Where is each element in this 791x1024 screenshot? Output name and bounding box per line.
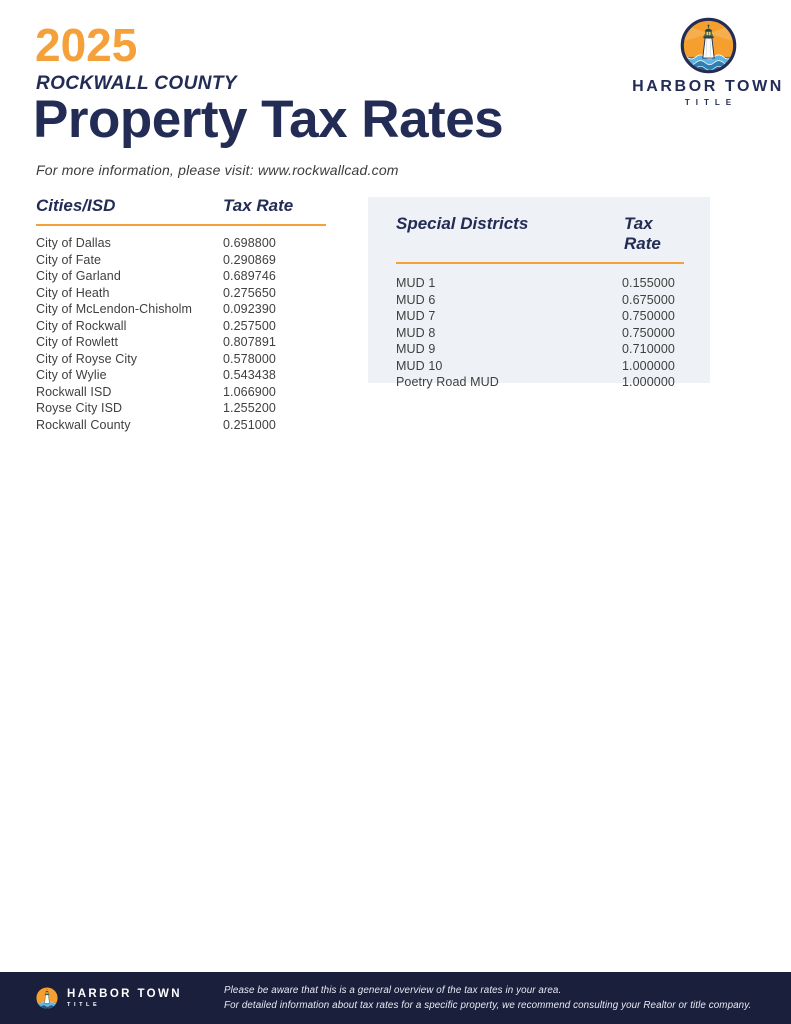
row-label: Rockwall County (36, 417, 131, 432)
row-rate: 1.000000 (622, 358, 675, 373)
row-rate: 0.092390 (223, 302, 276, 316)
districts-table-header: Special Districts Tax Rate (396, 214, 684, 254)
districts-table-body: MUD 1 0.155000 MUD 6 0.675000 MUD 7 0.75… (396, 275, 684, 391)
row-label: MUD 6 (396, 292, 436, 307)
row-label: City of Fate (36, 252, 102, 267)
table-row: City of Rockwall 0.257500 (36, 318, 326, 335)
row-rate: 0.675000 (622, 292, 675, 307)
page-title: Property Tax Rates (33, 90, 504, 149)
cities-header-label: Cities/ISD (36, 196, 116, 215)
table-row: MUD 7 0.750000 (396, 308, 684, 325)
county-heading: ROCKWALL COUNTY (36, 73, 237, 94)
cities-header-rate: Tax Rate (223, 196, 294, 215)
table-row: City of Dallas 0.698800 (36, 235, 326, 252)
table-row: MUD 10 1.000000 (396, 358, 684, 375)
table-row: City of Wylie 0.543438 (36, 367, 326, 384)
row-rate: 0.543438 (223, 368, 276, 382)
row-rate: 1.255200 (223, 401, 276, 415)
row-rate: 1.066900 (223, 384, 276, 399)
footer-brand-text: HARBOR TOWN TITLE (67, 988, 182, 1008)
table-row: Royse City ISD 1.255200 (36, 400, 326, 417)
row-label: City of Royse City (36, 351, 138, 366)
lighthouse-icon (35, 986, 59, 1010)
row-label: City of McLendon-Chisholm (36, 302, 193, 316)
row-label: Royse City ISD (36, 401, 123, 415)
table-row: City of Rowlett 0.807891 (36, 334, 326, 351)
row-label: MUD 7 (396, 309, 436, 323)
footer-logo: HARBOR TOWN TITLE (35, 986, 182, 1010)
row-label: City of Heath (36, 285, 110, 300)
row-label: City of Wylie (36, 368, 107, 382)
row-rate: 0.257500 (223, 318, 276, 333)
cities-table: Cities/ISD Tax Rate City of Dallas 0.698… (36, 196, 326, 433)
orange-divider (396, 262, 684, 264)
footer-disclaimer: Please be aware that this is a general o… (224, 983, 751, 1013)
row-rate: 0.155000 (622, 276, 675, 290)
harbor-town-logo: HARBOR TOWN TITLE (632, 17, 781, 107)
row-label: City of Dallas (36, 236, 112, 250)
table-row: MUD 1 0.155000 (396, 275, 684, 292)
orange-divider (36, 224, 326, 226)
row-label: MUD 1 (396, 276, 436, 290)
info-line: For more information, please visit: www.… (36, 162, 399, 178)
cities-table-body: City of Dallas 0.698800 City of Fate 0.2… (36, 235, 326, 433)
footer-brand-name: HARBOR TOWN (67, 988, 182, 1000)
row-rate: 0.750000 (622, 325, 675, 340)
table-row: City of Royse City 0.578000 (36, 351, 326, 368)
row-label: MUD 10 (396, 358, 443, 373)
table-row: Rockwall County 0.251000 (36, 417, 326, 434)
row-rate: 0.710000 (622, 342, 675, 356)
row-rate: 0.807891 (223, 335, 276, 349)
row-rate: 0.689746 (223, 269, 276, 283)
row-rate: 0.251000 (223, 417, 276, 432)
row-rate: 0.698800 (223, 236, 276, 250)
disclaimer-line-1: Please be aware that this is a general o… (224, 985, 562, 996)
row-rate: 0.750000 (622, 309, 675, 323)
districts-header-rate: Tax Rate (624, 214, 661, 253)
table-row: MUD 6 0.675000 (396, 292, 684, 309)
table-row: Rockwall ISD 1.066900 (36, 384, 326, 401)
row-label: MUD 8 (396, 325, 436, 340)
footer-brand-subtitle: TITLE (67, 1002, 101, 1008)
row-label: Rockwall ISD (36, 384, 112, 399)
table-row: City of Garland 0.689746 (36, 268, 326, 285)
lighthouse-icon (680, 17, 736, 74)
special-districts-table: Special Districts Tax Rate MUD 1 0.15500… (368, 197, 710, 389)
table-row: City of Fate 0.290869 (36, 252, 326, 269)
table-row: MUD 9 0.710000 (396, 341, 684, 358)
row-rate: 1.000000 (622, 375, 675, 389)
row-rate: 0.578000 (223, 351, 276, 366)
year-heading: 2025 (35, 19, 138, 71)
row-rate: 0.275650 (223, 285, 276, 300)
table-row: MUD 8 0.750000 (396, 325, 684, 342)
cities-table-header: Cities/ISD Tax Rate (36, 196, 326, 216)
footer-bar: HARBOR TOWN TITLE Please be aware that t… (0, 972, 791, 1024)
row-label: City of Rockwall (36, 318, 127, 333)
row-label: Poetry Road MUD (396, 375, 499, 389)
districts-header-label: Special Districts (396, 214, 529, 233)
brand-subtitle: TITLE (684, 98, 738, 107)
row-label: City of Garland (36, 269, 121, 283)
table-row: Poetry Road MUD 1.000000 (396, 374, 684, 391)
table-row: City of McLendon-Chisholm 0.092390 (36, 301, 326, 318)
row-label: City of Rowlett (36, 335, 119, 349)
table-row: City of Heath 0.275650 (36, 285, 326, 302)
brand-name: HARBOR TOWN (632, 78, 784, 95)
row-label: MUD 9 (396, 342, 436, 356)
row-rate: 0.290869 (223, 252, 276, 267)
disclaimer-line-2: For detailed information about tax rates… (224, 1000, 752, 1011)
